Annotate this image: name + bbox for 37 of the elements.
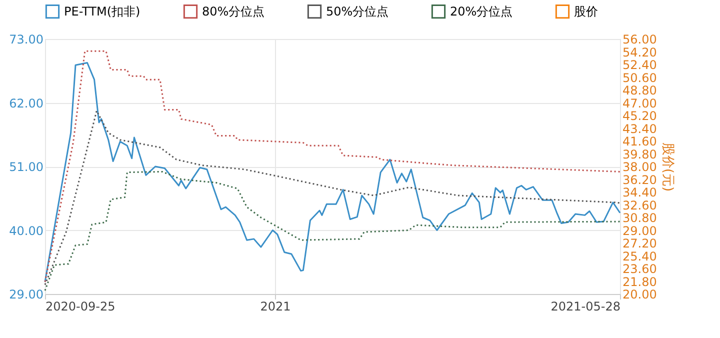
y2-axis-title: 股价(元) bbox=[660, 142, 675, 192]
x-tick-label: 2021-05-28 bbox=[550, 300, 620, 314]
y2-tick-label: 32.60 bbox=[622, 198, 657, 212]
y2-tick-label: 48.80 bbox=[622, 84, 657, 98]
x-tick-label: 2020-09-25 bbox=[46, 300, 116, 314]
legend-label: 20%分位点 bbox=[450, 4, 513, 19]
y2-tick-label: 45.20 bbox=[622, 109, 657, 123]
x-tick-label: 2021 bbox=[260, 300, 291, 314]
y-tick-label: 51.00 bbox=[9, 160, 44, 174]
y2-tick-label: 20.00 bbox=[622, 288, 657, 302]
y2-tick-label: 52.40 bbox=[622, 58, 657, 72]
y2-tick-label: 23.60 bbox=[622, 262, 657, 276]
y2-tick-label: 41.60 bbox=[622, 134, 657, 148]
y2-tick-label: 47.00 bbox=[622, 96, 657, 110]
line-series bbox=[44, 110, 621, 286]
legend-label: PE-TTM(扣非) bbox=[64, 4, 140, 19]
y2-tick-label: 39.80 bbox=[622, 147, 657, 162]
y2-tick-label: 29.00 bbox=[622, 224, 657, 238]
y2-tick-label: 54.20 bbox=[622, 45, 657, 60]
legend-label: 50%分位点 bbox=[326, 4, 389, 19]
y-tick-label: 73.00 bbox=[9, 32, 44, 46]
y2-tick-label: 56.00 bbox=[622, 32, 657, 46]
y-tick-label: 62.00 bbox=[9, 96, 44, 110]
y-tick-label: 40.00 bbox=[9, 224, 44, 238]
y2-tick-label: 38.00 bbox=[622, 160, 657, 174]
line-series bbox=[44, 170, 621, 292]
y2-tick-label: 43.40 bbox=[622, 122, 657, 136]
y2-tick-label: 25.40 bbox=[622, 249, 657, 264]
legend-label: 80%分位点 bbox=[202, 4, 265, 19]
legend-label: 股价 bbox=[574, 4, 598, 19]
y2-tick-label: 21.80 bbox=[622, 274, 657, 289]
y2-tick-label: 27.20 bbox=[622, 236, 657, 250]
y2-tick-label: 50.60 bbox=[622, 70, 657, 85]
y2-tick-label: 30.80 bbox=[622, 211, 657, 225]
y2-tick-label: 36.20 bbox=[622, 172, 657, 187]
y-tick-label: 29.00 bbox=[9, 288, 44, 302]
y2-tick-label: 34.40 bbox=[622, 186, 657, 200]
